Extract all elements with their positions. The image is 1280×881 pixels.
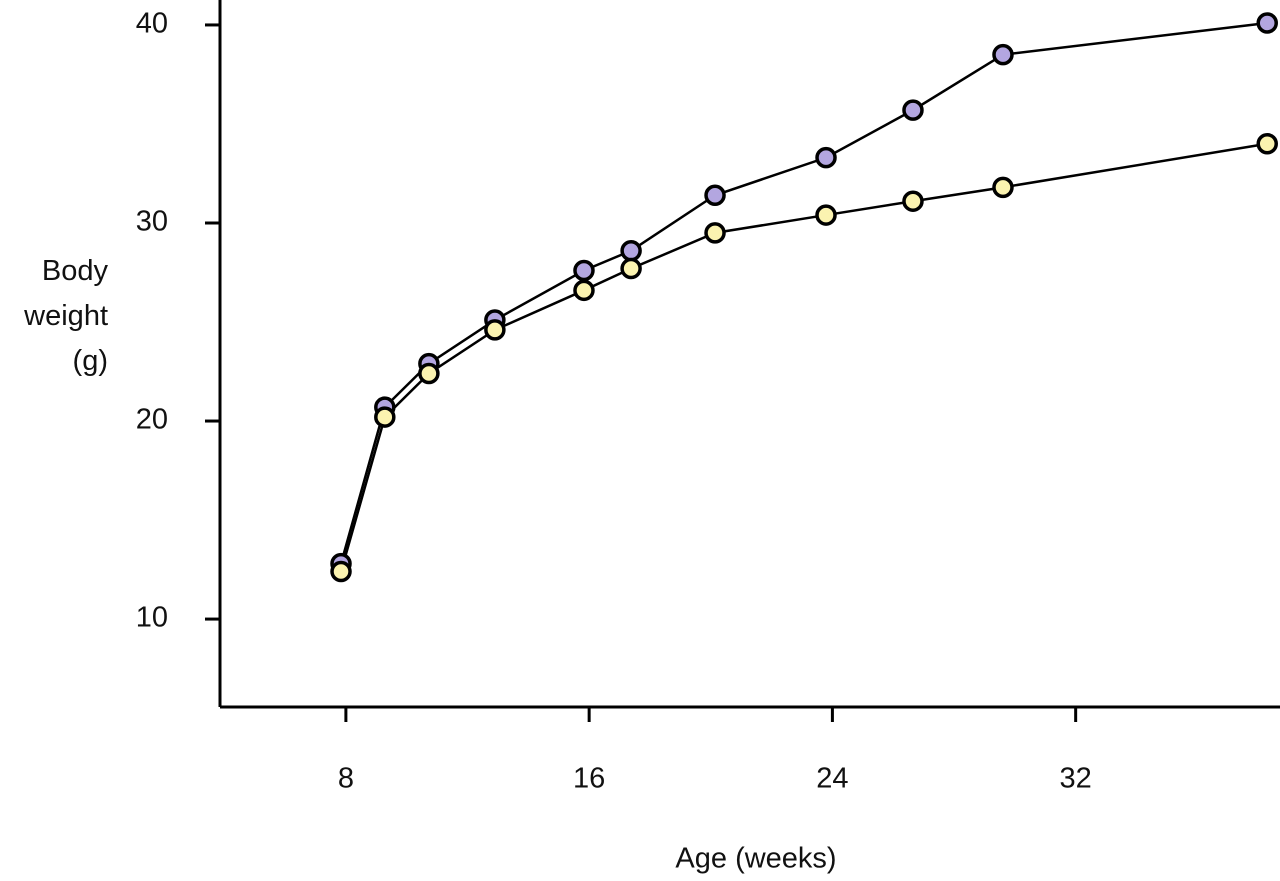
x-tick-label: 24 (816, 763, 848, 795)
data-point (704, 222, 726, 244)
x-tick-label: 8 (338, 763, 354, 795)
data-point (573, 259, 595, 282)
data-point (992, 176, 1014, 199)
data-point (484, 319, 506, 341)
data-point (1256, 133, 1278, 155)
data-point (1256, 12, 1278, 34)
data-point (620, 257, 642, 280)
series-line (339, 142, 1268, 572)
y-tick-label: 10 (136, 602, 168, 634)
data-point (815, 204, 837, 226)
y-tick-label: 30 (136, 206, 168, 238)
x-tick-label: 16 (573, 763, 605, 795)
y-axis-label: Body weight (g) (23, 255, 108, 377)
y-tick-label: 20 (136, 404, 168, 436)
data-point (418, 362, 440, 385)
data-point (992, 43, 1014, 66)
y-tick-label: 40 (136, 8, 168, 40)
data-point (374, 406, 396, 428)
data-point (704, 184, 726, 207)
data-point (902, 99, 924, 121)
data-point (902, 190, 924, 212)
x-tick-label: 32 (1060, 763, 1092, 795)
data-point (330, 560, 352, 583)
data-point (620, 239, 642, 262)
series-line (339, 21, 1268, 564)
data-point (815, 146, 837, 169)
data-point (573, 279, 595, 302)
x-axis-label: Age (weeks) (675, 843, 836, 875)
